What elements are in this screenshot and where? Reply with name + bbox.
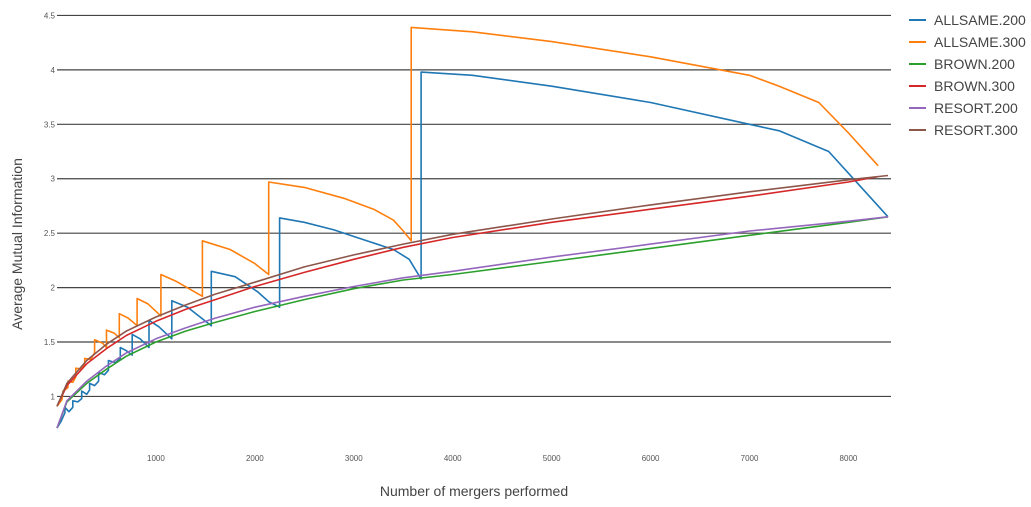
x-tick-label: 6000 bbox=[642, 454, 660, 463]
x-tick-label: 7000 bbox=[741, 454, 759, 463]
x-tick-label: 8000 bbox=[840, 454, 858, 463]
x-tick-label: 4000 bbox=[444, 454, 462, 463]
series-line-allsame-200 bbox=[56, 71, 889, 429]
legend-item-resort-200[interactable]: RESORT.200 bbox=[909, 100, 1018, 116]
x-tick-label: 3000 bbox=[345, 454, 363, 463]
series-line-brown-200 bbox=[56, 216, 889, 429]
y-tick-label: 1.5 bbox=[44, 338, 56, 347]
series-line-brown-300 bbox=[56, 175, 879, 407]
x-tick-label: 5000 bbox=[543, 454, 561, 463]
y-tick-label: 4.5 bbox=[44, 11, 56, 20]
x-tick-label: 2000 bbox=[246, 454, 264, 463]
y-axis-title: Average Mutual Information bbox=[9, 158, 25, 330]
legend-label: BROWN.200 bbox=[934, 56, 1015, 72]
legend-label: BROWN.300 bbox=[934, 78, 1015, 94]
y-tick-label: 1 bbox=[51, 392, 56, 401]
y-tick-label: 2 bbox=[51, 284, 56, 293]
legend-item-allsame-200[interactable]: ALLSAME.200 bbox=[909, 12, 1026, 28]
y-tick-label: 2.5 bbox=[44, 229, 56, 238]
legend-item-brown-200[interactable]: BROWN.200 bbox=[909, 56, 1015, 72]
series-line-resort-300 bbox=[56, 174, 889, 407]
x-axis-title: Number of mergers performed bbox=[380, 483, 568, 499]
legend-item-resort-300[interactable]: RESORT.300 bbox=[909, 122, 1018, 138]
y-axis-ticks: 1 1.5 2 2.5 3 3.5 4 4.5 bbox=[44, 11, 56, 401]
y-tick-label: 3.5 bbox=[44, 120, 56, 129]
y-tick-label: 3 bbox=[51, 175, 56, 184]
legend-label: RESORT.300 bbox=[934, 122, 1018, 138]
series-lines bbox=[56, 26, 889, 429]
legend[interactable]: ALLSAME.200 ALLSAME.300 BROWN.200 BROWN.300… bbox=[909, 12, 1026, 138]
x-tick-label: 1000 bbox=[147, 454, 165, 463]
legend-item-brown-300[interactable]: BROWN.300 bbox=[909, 78, 1015, 94]
series-line-resort-200 bbox=[56, 216, 889, 429]
legend-label: ALLSAME.300 bbox=[934, 34, 1026, 50]
legend-label: RESORT.200 bbox=[934, 100, 1018, 116]
x-axis-ticks: 1000 2000 3000 4000 5000 6000 7000 8000 bbox=[147, 454, 858, 463]
y-tick-label: 4 bbox=[51, 66, 56, 75]
legend-label: ALLSAME.200 bbox=[934, 12, 1026, 28]
gridlines bbox=[57, 14, 891, 398]
series-line-allsame-300 bbox=[56, 26, 879, 407]
legend-item-allsame-300[interactable]: ALLSAME.300 bbox=[909, 34, 1026, 50]
